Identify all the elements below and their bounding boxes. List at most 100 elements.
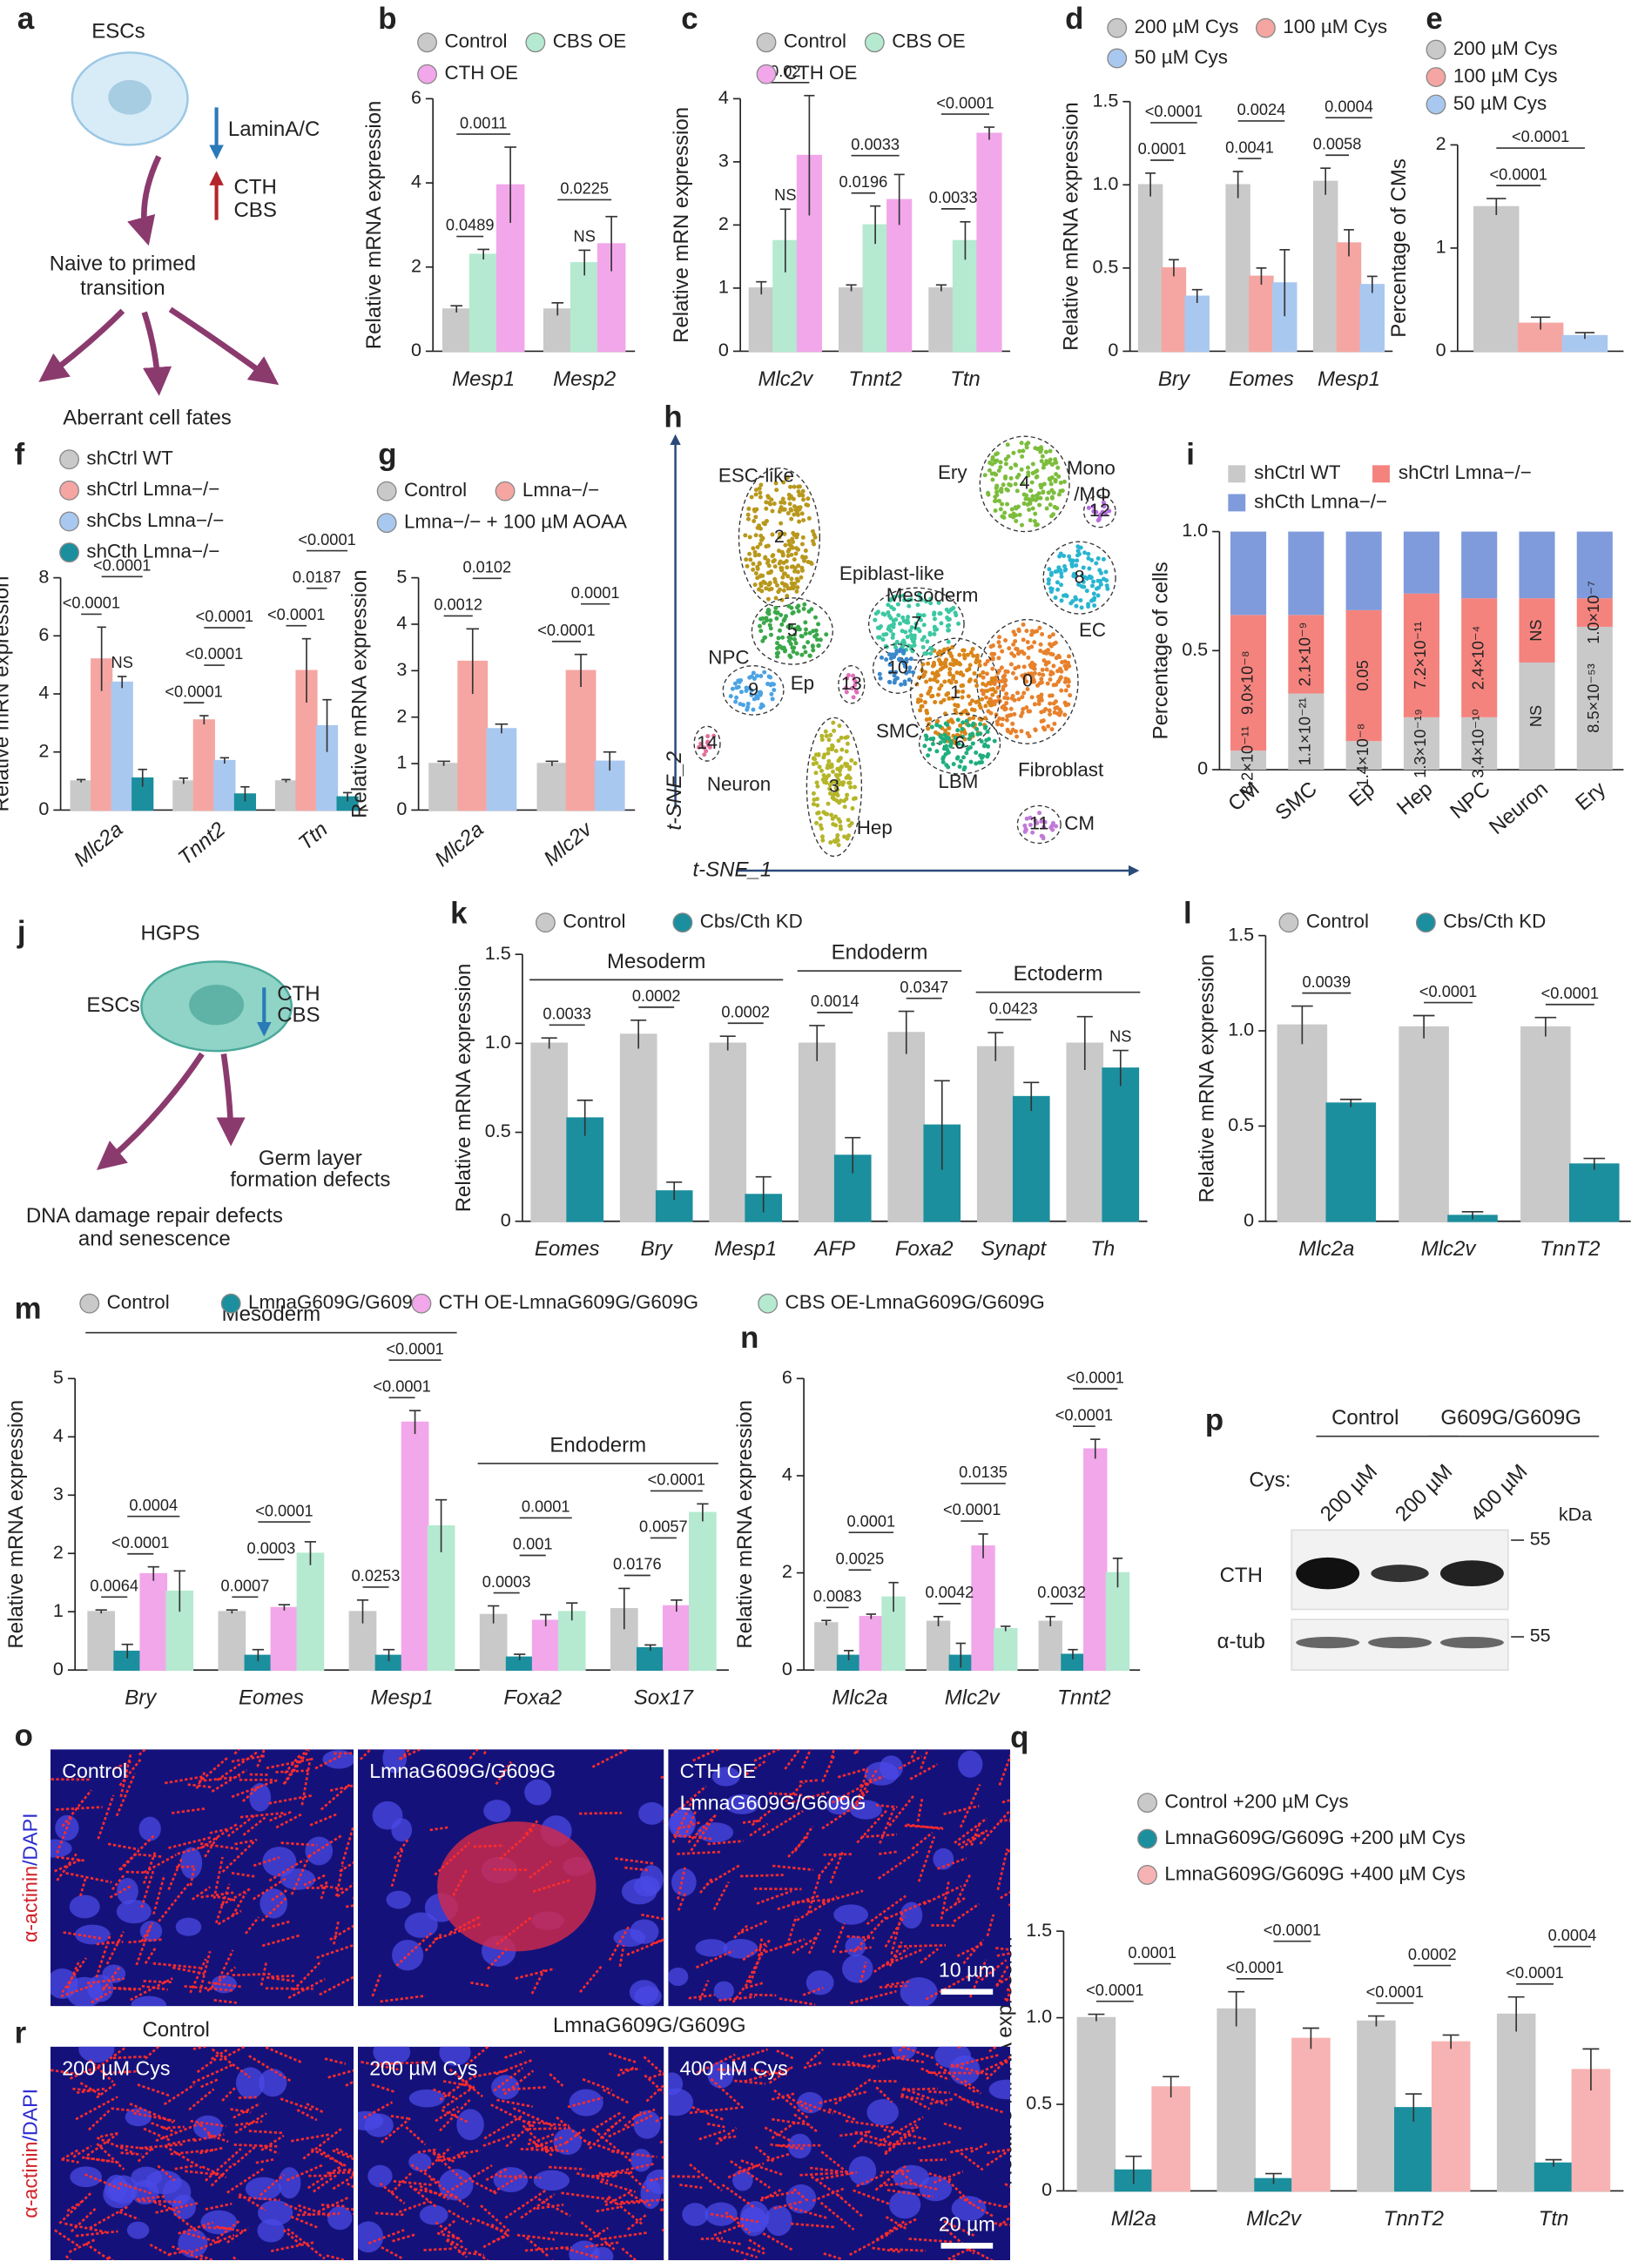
tsne-texture <box>798 484 802 488</box>
tsne-texture <box>785 574 790 578</box>
tsne-texture <box>779 505 784 509</box>
bar-segment <box>1519 532 1554 599</box>
tsne-texture <box>831 770 835 774</box>
segment-label: 2.1×10⁻⁹ <box>1297 623 1314 687</box>
nucleus <box>958 1751 982 1778</box>
tsne-texture <box>773 564 778 569</box>
x-tick-label: Tnnt2 <box>1057 1686 1110 1710</box>
tsne-texture <box>1060 660 1064 664</box>
tsne-texture <box>1027 508 1031 512</box>
tsne-texture <box>944 744 948 749</box>
tsne-texture <box>1048 502 1053 507</box>
tsne-texture <box>837 843 841 847</box>
y-tick-label: 3 <box>53 1484 64 1504</box>
panel-label: q <box>1010 1720 1028 1754</box>
tsne-texture <box>974 727 979 731</box>
legend-label: CTH OE <box>784 62 857 84</box>
tsne-texture <box>999 507 1003 511</box>
y-tick-label: 0 <box>411 340 421 360</box>
tsne-texture <box>766 571 771 575</box>
legend-label: Control <box>404 479 467 501</box>
tsne-texture <box>961 727 965 731</box>
fiber <box>1008 1901 1028 1905</box>
tsne-texture <box>1021 690 1026 695</box>
tsne-texture <box>918 708 922 712</box>
x-tick-label: Eomes <box>535 1237 600 1261</box>
legend-marker <box>60 481 79 501</box>
p-value: <0.0001 <box>1086 1982 1143 1999</box>
y-tick-label: 6 <box>38 624 49 645</box>
cell-blob <box>437 1821 596 1951</box>
p-value: 0.0033 <box>851 136 900 153</box>
tsne-texture <box>779 623 784 627</box>
p-value: <0.0001 <box>1490 165 1547 183</box>
nucleus <box>695 1939 727 1956</box>
tsne-texture <box>754 508 758 512</box>
tsne-texture <box>903 629 907 634</box>
cluster-number: 4 <box>1020 473 1030 494</box>
nucleus <box>70 2166 102 2187</box>
tsne-texture <box>808 631 812 636</box>
tsne-texture <box>821 777 826 782</box>
tsne-texture <box>1055 656 1059 660</box>
tsne-texture <box>923 700 927 704</box>
p-value: <0.0001 <box>1264 1921 1321 1939</box>
tsne-texture <box>1096 593 1101 597</box>
legend-marker <box>1138 1866 1157 1885</box>
y-tick-label: 1.5 <box>1026 1920 1052 1941</box>
tsne-texture <box>766 544 771 548</box>
tsne-texture <box>751 546 755 550</box>
tsne-texture <box>971 647 975 651</box>
column-header: Control <box>142 2018 209 2042</box>
nucleus <box>714 1982 734 2001</box>
p-value: <0.0001 <box>1226 1959 1284 1976</box>
p-value: <0.0001 <box>537 622 595 639</box>
tsne-texture <box>771 554 775 558</box>
tsne-texture <box>1055 580 1060 584</box>
blot-row-label: CTH <box>1220 1564 1263 1587</box>
schematic-text: LaminA/C <box>228 118 320 141</box>
cell-type-label: Hep <box>857 817 893 838</box>
tsne-texture <box>933 625 937 629</box>
tsne-texture <box>944 737 948 741</box>
x-tick-label: Eomes <box>1229 367 1294 391</box>
tsne-texture <box>957 653 961 657</box>
tsne-texture <box>1001 482 1006 487</box>
bar <box>927 1621 950 1670</box>
tsne-texture <box>974 683 979 688</box>
tsne-texture <box>816 622 820 626</box>
panel-label: c <box>681 2 698 36</box>
tsne-texture <box>1039 485 1043 489</box>
y-tick-label: 0 <box>38 798 49 819</box>
tsne-texture <box>1000 649 1004 654</box>
tsne-texture <box>754 493 758 497</box>
tsne-texture <box>791 546 795 550</box>
tsne-texture <box>923 670 927 675</box>
tsne-texture <box>967 694 971 698</box>
tsne-texture <box>789 508 793 513</box>
blot-label: Cys: <box>1249 1468 1291 1491</box>
cluster-number: 3 <box>829 776 839 797</box>
legend-label: Control <box>563 911 625 932</box>
tsne-texture <box>956 622 961 626</box>
tsne-texture <box>922 623 927 627</box>
tsne-texture <box>812 542 816 547</box>
y-tick-label: 0.5 <box>1182 639 1208 660</box>
tsne-texture <box>819 826 824 831</box>
tsne-texture <box>758 674 763 678</box>
tsne-texture <box>1002 680 1007 684</box>
tsne-texture <box>776 636 780 640</box>
tsne-texture <box>794 641 799 645</box>
bar <box>571 263 598 352</box>
tile-label: CTH OE <box>680 1760 757 1782</box>
tsne-texture <box>791 531 795 535</box>
tsne-texture <box>784 614 788 618</box>
legend-marker <box>1108 49 1127 68</box>
y-tick-label: 0 <box>501 1209 511 1230</box>
tsne-texture <box>1056 565 1061 569</box>
tsne-texture <box>1040 698 1044 703</box>
nucleus <box>117 1900 152 1923</box>
x-tick-label: TnnT2 <box>1384 2207 1444 2231</box>
tsne-texture <box>758 491 762 495</box>
tsne-texture <box>991 455 995 460</box>
